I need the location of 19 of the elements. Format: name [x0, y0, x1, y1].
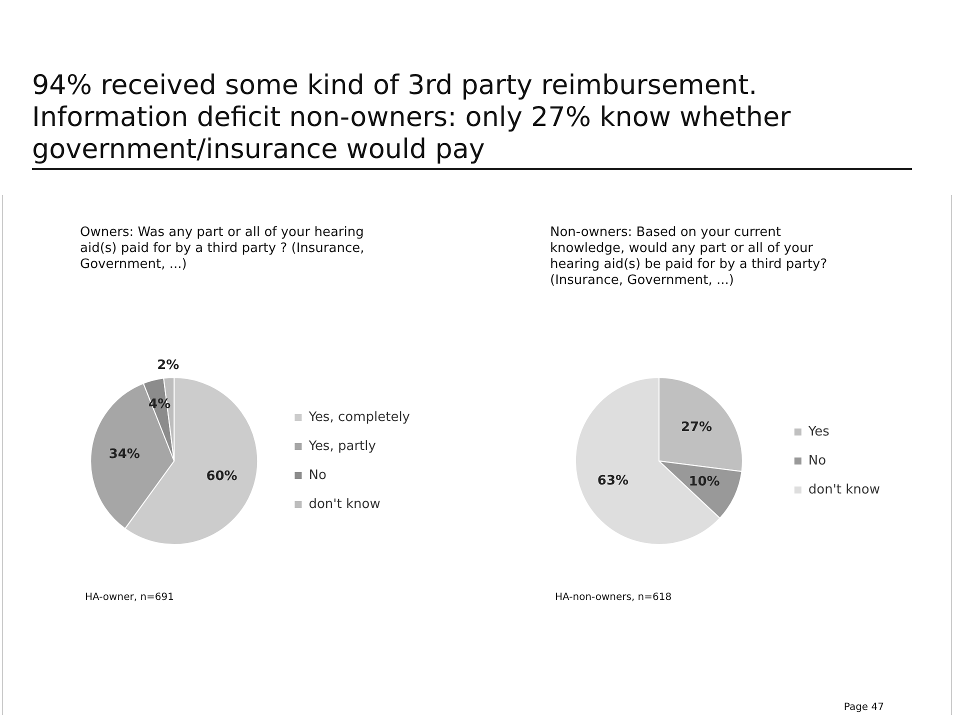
text: HA-non-owners, n=618	[555, 592, 672, 603]
text: Page 47	[844, 702, 884, 713]
legend-label: No	[808, 453, 826, 468]
legend-label: don't know	[808, 482, 880, 498]
legend-label: No	[308, 468, 326, 483]
data-label: 2%	[157, 358, 180, 374]
legend-label: Yes, partly	[308, 438, 376, 454]
chart-subtitle: Owners: Was any part or all of your hearing aid(s) paid for by a third party ? (Insurance, Government, ...)	[80, 225, 366, 273]
legend-label: Yes, completely	[308, 410, 410, 425]
data-label: 63%	[597, 473, 629, 488]
legend-label: don't know	[308, 496, 381, 512]
data-label: 34%	[108, 447, 140, 462]
data-label: 60%	[206, 468, 238, 484]
chart-subtitle: Non-owners: Based on your current knowledge, would any part or all of your hearing aid(s) be paid for by a third party? (Insurance, Government, ...)	[550, 225, 828, 289]
text: HA-owner, n=691	[85, 592, 174, 603]
legend-label: Yes	[807, 424, 830, 440]
data-label: 10%	[688, 474, 720, 490]
chart-title: 94% received some kind of 3rd party reimbursement. Information deficit non-owners: only 27% know whether government/insurance would pay	[32, 70, 912, 170]
data-label: 27%	[680, 420, 712, 436]
